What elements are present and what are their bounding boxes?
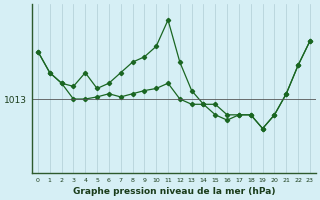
X-axis label: Graphe pression niveau de la mer (hPa): Graphe pression niveau de la mer (hPa)	[73, 187, 275, 196]
